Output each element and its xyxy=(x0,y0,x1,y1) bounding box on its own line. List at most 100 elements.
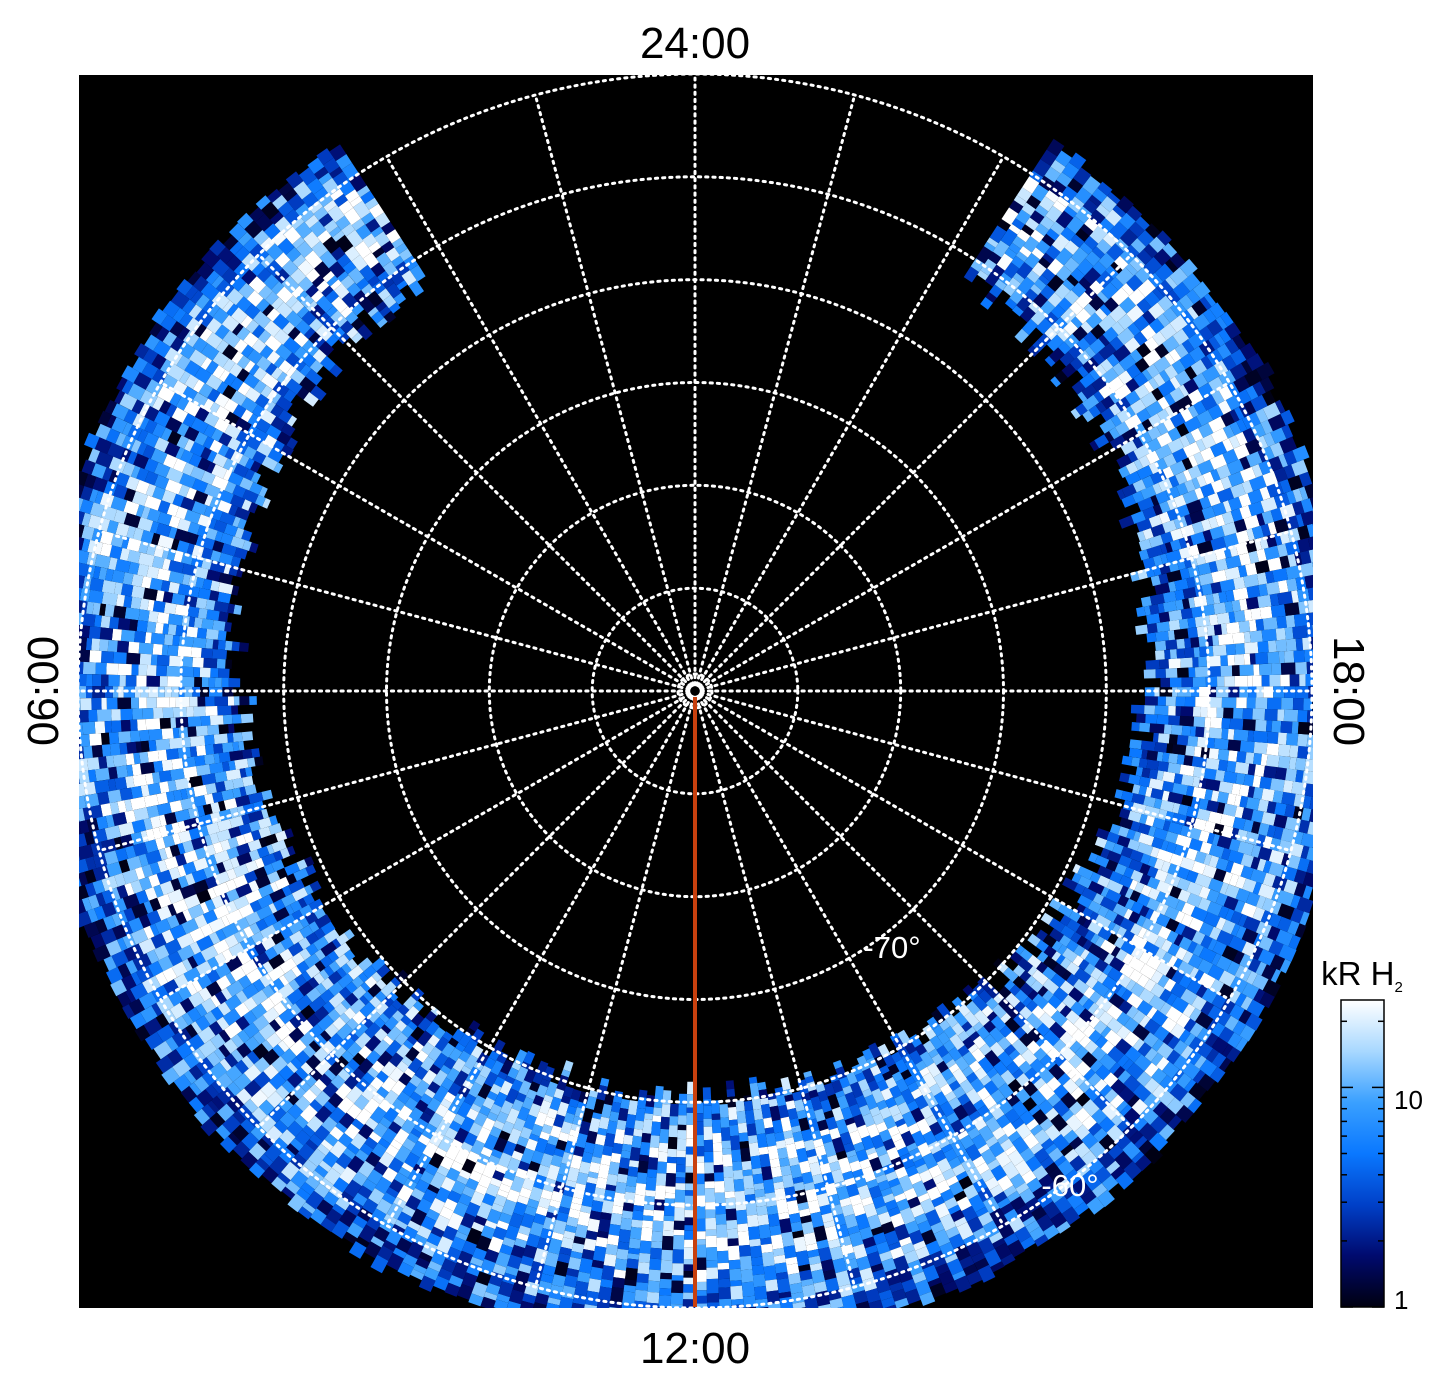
emission-cell-394 xyxy=(142,348,158,365)
emission-cell-610 xyxy=(89,488,99,503)
emission-cell-2530 xyxy=(554,1322,569,1335)
emission-cell-4631 xyxy=(1168,715,1181,726)
emission-cell-580 xyxy=(184,509,201,524)
emission-cell-101 xyxy=(287,193,305,211)
emission-cell-1087 xyxy=(114,777,127,791)
emission-cell-260 xyxy=(258,329,272,344)
emission-cell-2540 xyxy=(595,1177,608,1190)
emission-cell-4800 xyxy=(1218,633,1234,646)
emission-cell-452 xyxy=(218,444,230,457)
emission-cell-558 xyxy=(219,511,236,526)
emission-cell-4511 xyxy=(1261,788,1275,802)
emission-cell-423 xyxy=(169,392,182,407)
emission-cell-160 xyxy=(316,295,334,313)
emission-cell-989 xyxy=(195,725,208,737)
emission-cell-968 xyxy=(200,715,211,727)
emission-cell-601 xyxy=(168,515,181,529)
emission-cell-2981 xyxy=(757,1081,767,1091)
emission-cell-2599 xyxy=(592,1324,607,1339)
emission-cell-788 xyxy=(186,626,198,638)
emission-cell-995 xyxy=(139,729,150,742)
emission-cell-1126 xyxy=(143,794,159,808)
emission-cell-1316 xyxy=(87,908,99,923)
emission-cell-1109 xyxy=(107,789,122,804)
emission-cell-780 xyxy=(86,601,95,615)
emission-cell-142 xyxy=(325,289,339,304)
emission-cell-307 xyxy=(181,299,196,315)
emission-cell-4587 xyxy=(1157,733,1170,744)
emission-cell-938 xyxy=(106,697,118,710)
emission-cell-248 xyxy=(235,296,252,313)
emission-cell-600 xyxy=(177,518,191,532)
emission-cell-1168 xyxy=(164,812,177,825)
emission-cell-527 xyxy=(203,483,221,499)
emission-cell-544 xyxy=(192,490,209,505)
emission-cell-3133 xyxy=(858,1309,874,1325)
emission-cell-1167 xyxy=(174,809,191,823)
emission-cell-640 xyxy=(140,529,154,544)
emission-cell-1022 xyxy=(91,744,103,758)
emission-cell-1257 xyxy=(183,850,198,864)
emission-cell-872 xyxy=(106,663,119,675)
emission-cell-2620 xyxy=(612,1277,626,1289)
emission-cell-2889 xyxy=(732,1169,744,1180)
emission-cell-807 xyxy=(217,640,226,650)
emission-cell-4620 xyxy=(1277,732,1287,745)
emission-cell-1223 xyxy=(65,863,74,877)
emission-cell-4750 xyxy=(1168,658,1181,669)
emission-cell-2695 xyxy=(648,1269,661,1282)
emission-cell-1035 xyxy=(189,746,198,757)
emission-cell-2614 xyxy=(620,1217,633,1231)
emission-cell-2627 xyxy=(644,1106,654,1115)
emission-cell-385 xyxy=(214,393,230,408)
emission-cell-9 xyxy=(364,197,379,210)
emission-cell-915 xyxy=(104,686,113,698)
emission-cell-1026 xyxy=(58,748,70,762)
emission-cell-2924 xyxy=(754,1286,768,1300)
emission-cell-2958 xyxy=(753,1108,764,1121)
emission-cell-75 xyxy=(335,234,354,253)
emission-cell-2744 xyxy=(673,1229,685,1236)
emission-cell-965 xyxy=(231,714,242,724)
emission-cell-64 xyxy=(313,187,328,201)
emission-cell-1000 xyxy=(89,733,102,746)
emission-cell-590 xyxy=(83,473,97,489)
emission-cell-940 xyxy=(91,697,102,710)
emission-cell-1040 xyxy=(139,751,149,764)
emission-cell-1043 xyxy=(113,754,127,767)
emission-cell-755 xyxy=(139,598,150,611)
emission-cell-85 xyxy=(383,310,397,324)
emission-cell-1008 xyxy=(227,733,234,743)
emission-cell-861 xyxy=(218,668,230,679)
emission-cell-150 xyxy=(277,238,295,255)
emission-cell-376 xyxy=(144,334,160,351)
emission-cell-478 xyxy=(144,419,158,434)
emission-cell-2739 xyxy=(675,1183,686,1191)
emission-cell-1248 xyxy=(258,826,272,839)
emission-cell-554 xyxy=(95,451,114,469)
emission-cell-4838 xyxy=(1187,617,1197,629)
emission-cell-834 xyxy=(116,640,129,653)
emission-cell-1104 xyxy=(159,781,170,794)
emission-cell-301 xyxy=(233,338,248,354)
emission-cell-4715 xyxy=(1205,676,1218,687)
emission-cell-4870 xyxy=(1312,587,1313,589)
emission-cell-72 xyxy=(359,264,376,282)
emission-cell-4600 xyxy=(1297,745,1309,759)
emission-cell-4779 xyxy=(1235,643,1246,655)
emission-cell-691 xyxy=(210,580,220,592)
emission-cell-4743 xyxy=(1280,662,1296,675)
emission-cell-221 xyxy=(217,246,235,265)
emission-cell-1097 xyxy=(239,768,247,778)
emission-cell-4522 xyxy=(1146,759,1159,771)
emission-cell-2920 xyxy=(750,1245,763,1258)
emission-cell-980 xyxy=(82,721,96,735)
emission-cell-1006 xyxy=(241,731,254,742)
emission-cell-869 xyxy=(138,664,148,676)
emission-cell-4495 xyxy=(1325,812,1333,826)
emission-cell-825 xyxy=(212,649,227,660)
emission-cell-310 xyxy=(272,381,290,398)
emission-cell-31 xyxy=(329,166,343,179)
emission-cell-1131 xyxy=(100,803,113,817)
emission-cell-669 xyxy=(79,524,85,538)
